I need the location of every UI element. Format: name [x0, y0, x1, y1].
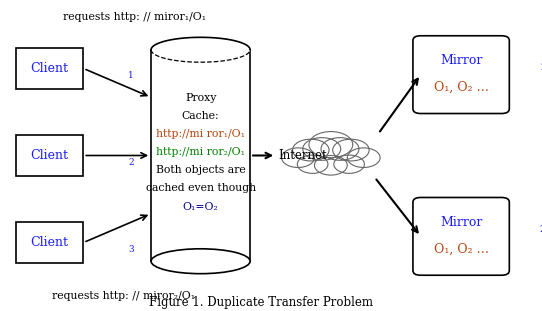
Text: requests http: // miror₁/O₁: requests http: // miror₁/O₁	[62, 12, 205, 22]
Text: Both objects are: Both objects are	[156, 165, 246, 175]
Text: Client: Client	[30, 62, 68, 75]
Text: Proxy: Proxy	[185, 93, 216, 103]
Circle shape	[303, 138, 341, 160]
Text: 2: 2	[540, 225, 542, 234]
Text: 1: 1	[540, 63, 542, 72]
Text: Mirror: Mirror	[440, 216, 482, 229]
Circle shape	[347, 148, 380, 167]
Circle shape	[293, 139, 329, 161]
Circle shape	[321, 138, 359, 160]
Ellipse shape	[151, 37, 250, 62]
Text: Mirror: Mirror	[440, 54, 482, 67]
Text: requests http: // miror₂/O₁: requests http: // miror₂/O₁	[52, 291, 195, 301]
Text: http://mi ror₁/O₁: http://mi ror₁/O₁	[156, 129, 245, 139]
Text: http://mi ror₂/O₁: http://mi ror₂/O₁	[156, 147, 245, 157]
Ellipse shape	[151, 249, 250, 274]
FancyBboxPatch shape	[413, 36, 509, 114]
Text: 1: 1	[128, 71, 134, 80]
Circle shape	[309, 132, 353, 158]
FancyBboxPatch shape	[16, 135, 83, 176]
Text: cached even though: cached even though	[146, 183, 256, 193]
Text: Figure 1. Duplicate Transfer Problem: Figure 1. Duplicate Transfer Problem	[149, 296, 372, 309]
FancyBboxPatch shape	[16, 222, 83, 263]
Text: Client: Client	[30, 149, 68, 162]
FancyBboxPatch shape	[413, 197, 509, 275]
Text: 2: 2	[128, 158, 134, 167]
Circle shape	[282, 148, 314, 167]
Text: Cache:: Cache:	[182, 111, 220, 121]
Circle shape	[314, 156, 347, 175]
Circle shape	[334, 155, 364, 173]
FancyBboxPatch shape	[16, 48, 83, 89]
Text: O₁, O₂ …: O₁, O₂ …	[434, 242, 489, 255]
Circle shape	[298, 155, 328, 173]
Text: 3: 3	[128, 245, 134, 254]
Text: Internet: Internet	[278, 149, 326, 162]
Polygon shape	[151, 50, 250, 261]
Circle shape	[333, 139, 369, 161]
Text: O₁, O₂ …: O₁, O₂ …	[434, 81, 489, 94]
Text: Client: Client	[30, 236, 68, 249]
Text: O₁=O₂: O₁=O₂	[183, 202, 218, 211]
